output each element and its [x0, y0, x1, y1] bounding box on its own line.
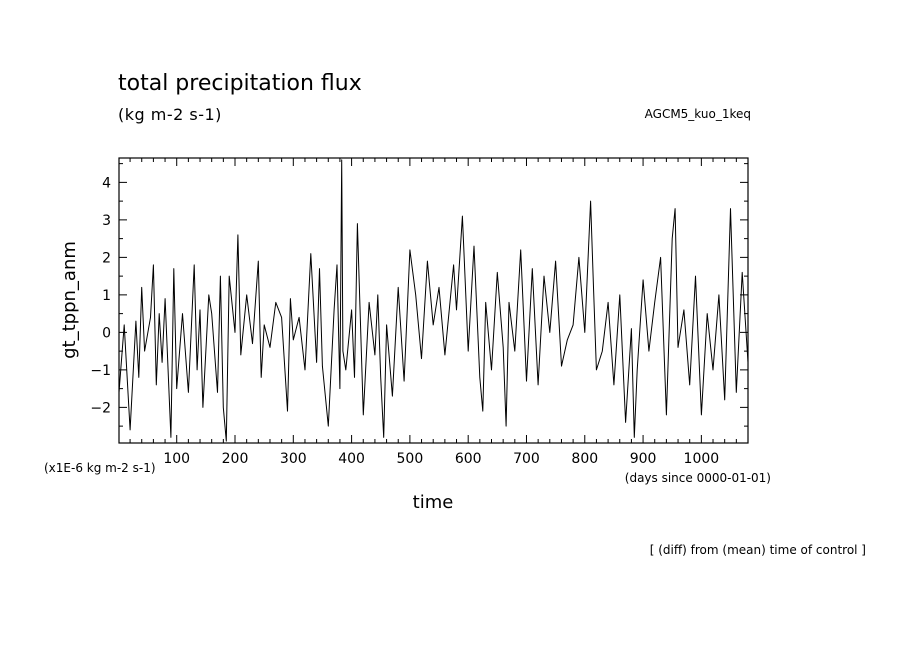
- x-unit-label: (days since 0000-01-01): [625, 471, 771, 485]
- x-tick-label: 100: [163, 451, 190, 467]
- y-axis-label: gt_tppn_anm: [59, 241, 80, 359]
- y-scale-label: (x1E-6 kg m-2 s-1): [44, 461, 156, 475]
- x-tick-label: 500: [397, 451, 424, 467]
- x-tick-label: 300: [280, 451, 307, 467]
- plot-frame: [118, 157, 749, 444]
- x-tick-label: 400: [338, 451, 365, 467]
- footnote: [ (diff) from (mean) time of control ]: [650, 543, 866, 557]
- x-tick-label: 900: [630, 451, 657, 467]
- y-tick-label: −1: [90, 363, 111, 379]
- y-tick-label: 1: [102, 288, 111, 304]
- x-tick-label: 200: [222, 451, 249, 467]
- y-tick-labels: −2 −1 0 1 2 3 4: [90, 175, 111, 416]
- x-axis-label: time: [413, 492, 454, 513]
- y-tick-label: 2: [102, 250, 111, 266]
- series-line: [118, 159, 749, 442]
- x-tick-label: 800: [571, 451, 598, 467]
- x-tick-labels: 100 200 300 400 500 600 700 800 900 1000: [163, 451, 719, 467]
- y-tick-label: 0: [102, 325, 111, 341]
- tick-marks: [119, 158, 748, 443]
- chart-title: total precipitation flux: [118, 71, 362, 96]
- x-tick-label: 600: [455, 451, 482, 467]
- x-tick-label: 1000: [684, 451, 720, 467]
- x-tick-label: 700: [513, 451, 540, 467]
- y-tick-label: 3: [102, 213, 111, 229]
- experiment-label: AGCM5_kuo_1keq: [645, 107, 751, 121]
- y-tick-label: −2: [90, 400, 111, 416]
- chart-units: (kg m-2 s-1): [118, 105, 222, 124]
- y-tick-label: 4: [102, 175, 111, 191]
